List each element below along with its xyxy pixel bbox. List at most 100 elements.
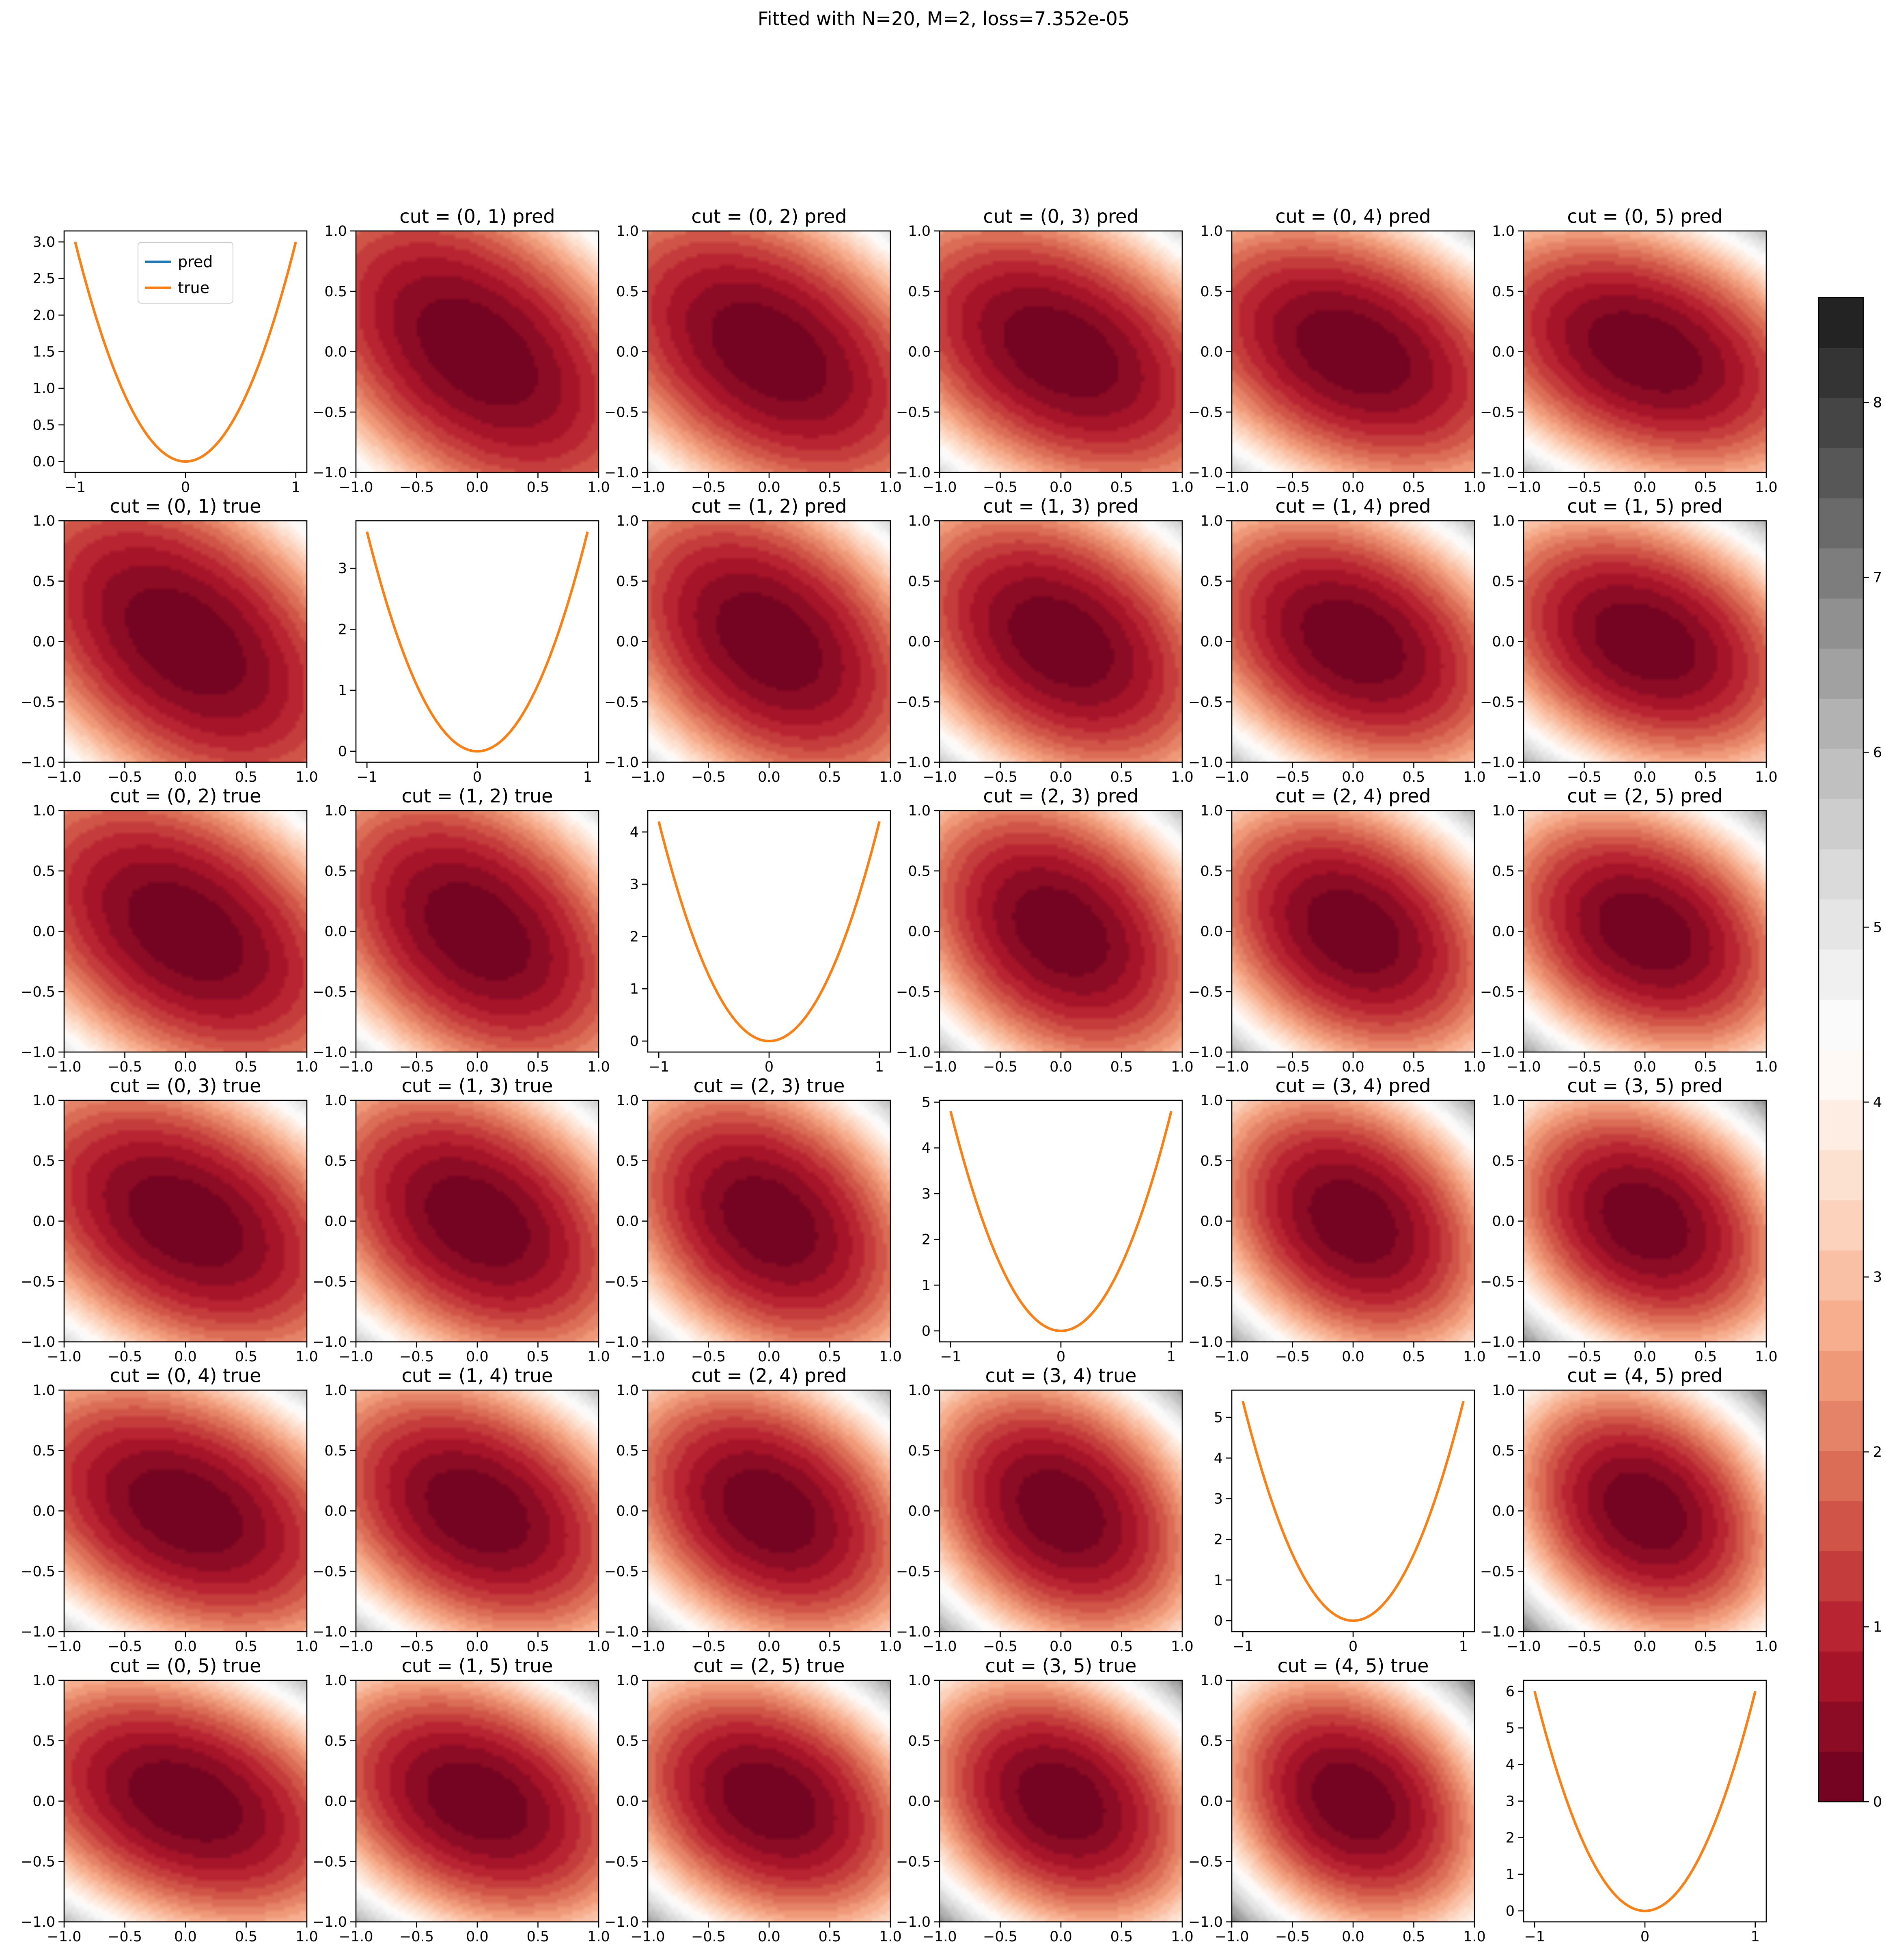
y-tick-label: −1.0 xyxy=(313,1914,347,1930)
y-tick-label: 1.0 xyxy=(616,513,639,529)
y-tick-label: 0.0 xyxy=(324,1794,347,1810)
colorbar-level xyxy=(1819,1350,1863,1401)
y-tick-label: −0.5 xyxy=(1480,1563,1515,1580)
x-tick-label: −1.0 xyxy=(631,769,665,785)
colorbar: 0 1 2 3 4 5 6 7 8 xyxy=(1818,297,1882,1810)
x-tick-label: 0.5 xyxy=(1694,1639,1717,1655)
y-tick-label: 2 xyxy=(338,621,347,638)
y-tick-label: 2.0 xyxy=(32,307,55,323)
y-tick-label: −1.0 xyxy=(1480,755,1515,771)
x-tick-label: 0.0 xyxy=(1342,1929,1364,1945)
x-tick-label: 1 xyxy=(1167,1349,1176,1365)
contour-panel: cut = (1, 5) true −1.0 −0.5 0.0 0.5 1.0 −1.0 −0… xyxy=(313,1655,610,1945)
colorbar-level xyxy=(1819,498,1863,549)
y-tick-label: −0.5 xyxy=(21,1563,55,1580)
x-tick-label: 0 xyxy=(1056,1349,1065,1365)
x-tick-label: 0.5 xyxy=(527,1639,550,1655)
x-tick-label: 0.0 xyxy=(758,1929,780,1945)
y-tick-label: 0.5 xyxy=(908,863,931,880)
y-tick-label: 1 xyxy=(922,1277,931,1294)
y-tick-label: 2 xyxy=(630,929,639,945)
contour-panel: cut = (0, 1) true −1.0 −0.5 0.0 0.5 1.0 −1.0 −0… xyxy=(21,495,318,785)
y-tick-label: 3 xyxy=(922,1186,931,1202)
y-tick-label: 1.0 xyxy=(324,1673,347,1689)
panel-title: cut = (1, 4) pred xyxy=(1275,495,1431,517)
panel-title: cut = (0, 3) true xyxy=(110,1075,261,1097)
x-tick-label: 0.5 xyxy=(235,769,258,785)
x-tick-label: 0.0 xyxy=(1634,1059,1656,1075)
y-tick-label: −0.5 xyxy=(1480,1274,1515,1290)
contour-field xyxy=(356,1390,599,1632)
x-tick-label: 1.0 xyxy=(587,1929,610,1945)
x-tick-label: −0.5 xyxy=(1275,1059,1310,1075)
y-tick-label: 1.0 xyxy=(1200,513,1223,529)
x-tick-label: −0.5 xyxy=(1275,769,1310,785)
x-tick-label: −0.5 xyxy=(691,1349,726,1365)
x-tick-label: 1.0 xyxy=(587,1059,610,1075)
x-tick-label: 0.0 xyxy=(174,769,197,785)
true-series-line xyxy=(1242,1401,1465,1622)
y-tick-label: 1.0 xyxy=(1492,803,1515,819)
x-tick-label: 0.5 xyxy=(527,1059,550,1075)
x-tick-label: 0.5 xyxy=(527,479,550,496)
x-tick-label: 0.0 xyxy=(466,1059,489,1075)
x-tick-label: 0.5 xyxy=(1403,769,1425,785)
x-tick-label: −1 xyxy=(1232,1639,1253,1655)
colorbar-tick-label: 8 xyxy=(1873,395,1882,411)
panel-title: cut = (0, 2) true xyxy=(110,785,261,807)
true-series-line xyxy=(949,1111,1173,1333)
x-tick-label: 0.0 xyxy=(174,1929,197,1945)
x-tick-label: −1.0 xyxy=(1215,479,1249,496)
colorbar-level xyxy=(1819,1400,1863,1451)
y-tick-label: −0.5 xyxy=(1188,694,1223,710)
x-tick-label: 0.0 xyxy=(1634,769,1656,785)
y-tick-label: 1.0 xyxy=(32,1673,55,1689)
contour-panel: cut = (1, 2) true −1.0 −0.5 0.0 0.5 1.0 −1.0 −0… xyxy=(313,785,610,1075)
x-tick-label: 1.0 xyxy=(1463,1349,1486,1365)
x-tick-label: −1.0 xyxy=(1507,1059,1541,1075)
x-tick-label: 1.0 xyxy=(1755,1059,1778,1075)
contour-panel: cut = (3, 5) pred −1.0 −0.5 0.0 0.5 1.0 −1.0 −0… xyxy=(1480,1075,1778,1365)
y-tick-label: 0 xyxy=(1506,1903,1515,1919)
x-tick-label: 1.0 xyxy=(1755,1349,1778,1365)
colorbar-tick-label: 0 xyxy=(1873,1794,1882,1810)
colorbar-level xyxy=(1819,598,1863,649)
x-tick-label: −1.0 xyxy=(1215,1349,1249,1365)
y-tick-label: 1.0 xyxy=(908,1673,931,1689)
x-tick-label: 1.0 xyxy=(1171,1929,1194,1945)
y-tick-label: −1.0 xyxy=(1188,1334,1223,1350)
line-panel: −1 0 1 0 1 2 3 4 5 6 xyxy=(1506,1680,1767,1945)
colorbar-level xyxy=(1819,548,1863,599)
line-panel: −1 0 1 0 1 2 3 xyxy=(338,520,599,785)
y-tick-label: 5 xyxy=(1214,1410,1223,1426)
y-tick-label: 1.0 xyxy=(32,803,55,819)
x-tick-label: 0.0 xyxy=(466,479,489,496)
y-tick-label: 1 xyxy=(1506,1867,1515,1883)
y-tick-label: 0.0 xyxy=(1200,344,1223,360)
y-tick-label: 0.0 xyxy=(324,1214,347,1230)
x-tick-label: 0.0 xyxy=(174,1639,197,1655)
contour-field xyxy=(64,1390,307,1632)
y-tick-label: −1.0 xyxy=(896,1914,931,1930)
colorbar-tick-label: 6 xyxy=(1873,744,1882,761)
y-tick-label: 0.5 xyxy=(1200,1733,1223,1749)
y-tick-label: 0.5 xyxy=(1200,863,1223,880)
y-tick-label: −0.5 xyxy=(604,694,639,710)
panel-title: cut = (0, 5) true xyxy=(110,1655,261,1677)
contour-field xyxy=(648,1680,890,1922)
y-tick-label: 0.5 xyxy=(908,574,931,590)
y-tick-label: 1.0 xyxy=(908,223,931,239)
x-tick-label: −1.0 xyxy=(1507,1349,1541,1365)
x-tick-label: 0.5 xyxy=(1694,479,1717,496)
y-tick-label: −1.0 xyxy=(313,1044,347,1061)
colorbar-level xyxy=(1819,699,1863,749)
x-tick-label: −1.0 xyxy=(631,1349,665,1365)
panel-title: cut = (1, 5) true xyxy=(402,1655,553,1677)
y-tick-label: 4 xyxy=(630,824,639,841)
y-tick-label: 1.0 xyxy=(32,381,55,397)
y-tick-label: 0.0 xyxy=(324,1503,347,1520)
y-tick-label: −1.0 xyxy=(21,755,55,771)
legend: pred true xyxy=(138,242,233,304)
colorbar-level xyxy=(1819,799,1863,850)
panel-title: cut = (4, 5) pred xyxy=(1567,1365,1722,1386)
